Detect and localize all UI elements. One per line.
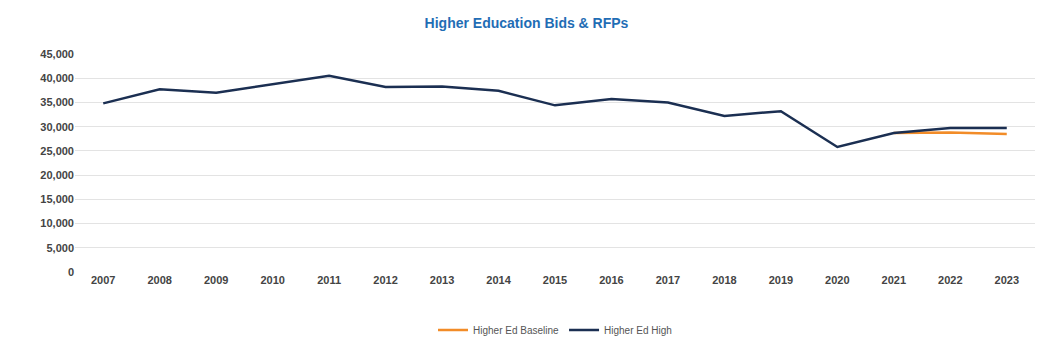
svg-text:10,000: 10,000 (40, 217, 74, 229)
svg-text:2017: 2017 (656, 274, 680, 286)
svg-text:2018: 2018 (712, 274, 736, 286)
svg-text:Higher Education Bids & RFPs: Higher Education Bids & RFPs (425, 15, 629, 31)
svg-text:15,000: 15,000 (40, 193, 74, 205)
svg-text:2015: 2015 (543, 274, 567, 286)
svg-text:30,000: 30,000 (40, 121, 74, 133)
svg-text:2011: 2011 (317, 274, 341, 286)
svg-text:0: 0 (68, 266, 74, 278)
svg-text:45,000: 45,000 (40, 48, 74, 60)
svg-text:35,000: 35,000 (40, 96, 74, 108)
svg-text:2008: 2008 (147, 274, 171, 286)
svg-text:40,000: 40,000 (40, 72, 74, 84)
svg-text:2014: 2014 (486, 274, 511, 286)
svg-text:20,000: 20,000 (40, 169, 74, 181)
svg-text:2022: 2022 (938, 274, 962, 286)
svg-text:5,000: 5,000 (46, 242, 74, 254)
svg-text:2021: 2021 (882, 274, 906, 286)
svg-text:2007: 2007 (91, 274, 115, 286)
svg-text:Higher Ed High: Higher Ed High (604, 325, 672, 336)
svg-text:2013: 2013 (430, 274, 454, 286)
svg-text:2009: 2009 (204, 274, 228, 286)
svg-text:Higher Ed Baseline: Higher Ed Baseline (473, 325, 559, 336)
svg-text:2010: 2010 (260, 274, 284, 286)
svg-text:2023: 2023 (995, 274, 1019, 286)
svg-text:2020: 2020 (825, 274, 849, 286)
svg-text:2012: 2012 (373, 274, 397, 286)
svg-text:2019: 2019 (769, 274, 793, 286)
svg-text:25,000: 25,000 (40, 145, 74, 157)
svg-text:2016: 2016 (599, 274, 623, 286)
